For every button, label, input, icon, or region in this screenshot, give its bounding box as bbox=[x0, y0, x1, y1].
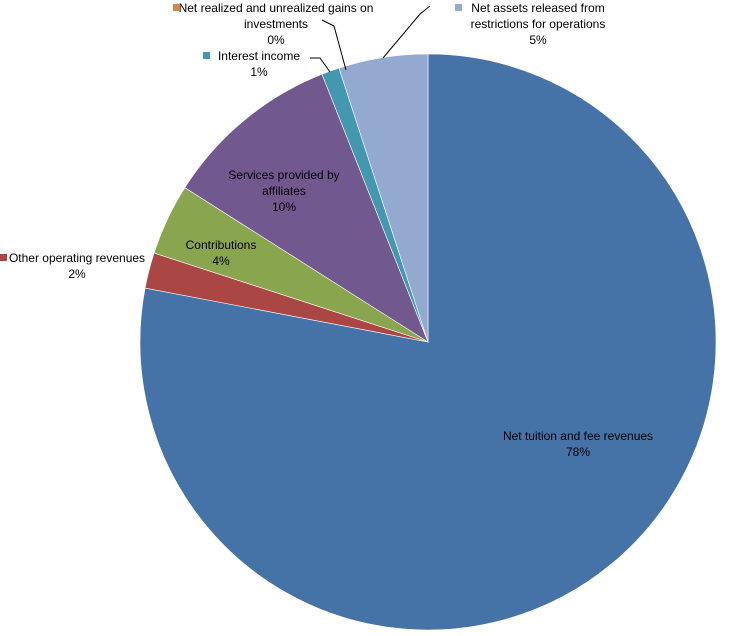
pie-slice bbox=[184, 73, 429, 343]
value-label: 1% bbox=[250, 65, 268, 79]
leader-line bbox=[321, 19, 347, 71]
slice-label: Services provided by affiliates 10% bbox=[219, 167, 349, 215]
value-label: 4% bbox=[212, 254, 230, 268]
legend-marker bbox=[455, 4, 462, 11]
value-label: 10% bbox=[271, 200, 297, 214]
slice-label: Net assets released from restrictions fo… bbox=[456, 0, 621, 48]
legend-marker bbox=[0, 254, 7, 261]
slice-label: Net tuition and fee revenues 78% bbox=[468, 428, 688, 460]
slice-label: Contributions 4% bbox=[161, 237, 281, 269]
value-label: 78% bbox=[565, 445, 591, 459]
legend-marker bbox=[203, 52, 210, 59]
category-label: Interest income bbox=[217, 49, 301, 63]
slice-label: Net realized and unrealized gains on inv… bbox=[176, 0, 376, 48]
slice-label: Other operating revenues 2% bbox=[2, 250, 152, 282]
leader-line bbox=[310, 57, 331, 73]
category-label: Services provided by affiliates bbox=[228, 168, 340, 198]
slice-label: Interest income 1% bbox=[204, 48, 314, 80]
category-label: Contributions bbox=[185, 238, 257, 252]
legend-marker bbox=[173, 4, 180, 11]
category-label: Net realized and unrealized gains on inv… bbox=[178, 1, 374, 31]
category-label: Net tuition and fee revenues bbox=[502, 429, 654, 443]
category-label: Net assets released from restrictions fo… bbox=[470, 1, 606, 31]
category-label: Other operating revenues bbox=[8, 251, 146, 265]
value-label: 0% bbox=[267, 33, 285, 47]
leader-line bbox=[382, 5, 431, 59]
value-label: 5% bbox=[529, 33, 547, 47]
value-label: 2% bbox=[68, 267, 86, 281]
